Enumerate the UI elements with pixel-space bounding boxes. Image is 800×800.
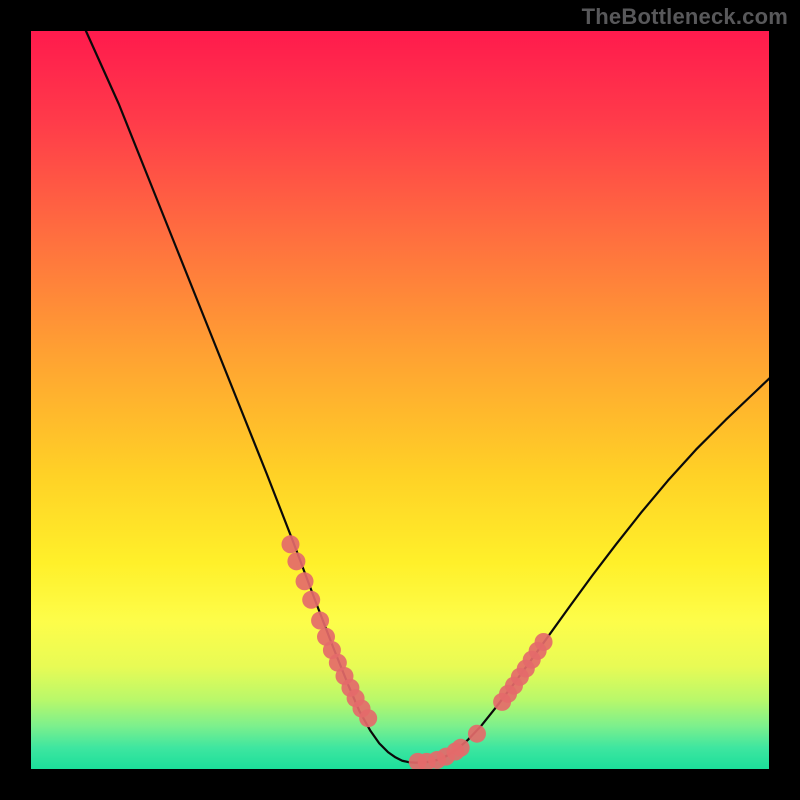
scatter-point (311, 612, 329, 630)
scatter-point (535, 633, 553, 651)
scatter-point (468, 725, 486, 743)
scatter-point (296, 572, 314, 590)
scatter-point (302, 591, 320, 609)
chart-stage: TheBottleneck.com (0, 0, 800, 800)
plot-background (30, 30, 770, 770)
scatter-point (287, 552, 305, 570)
bottleneck-chart (0, 0, 800, 800)
scatter-point (281, 535, 299, 553)
scatter-point (359, 709, 377, 727)
watermark-label: TheBottleneck.com (582, 4, 788, 30)
scatter-point (452, 739, 470, 757)
